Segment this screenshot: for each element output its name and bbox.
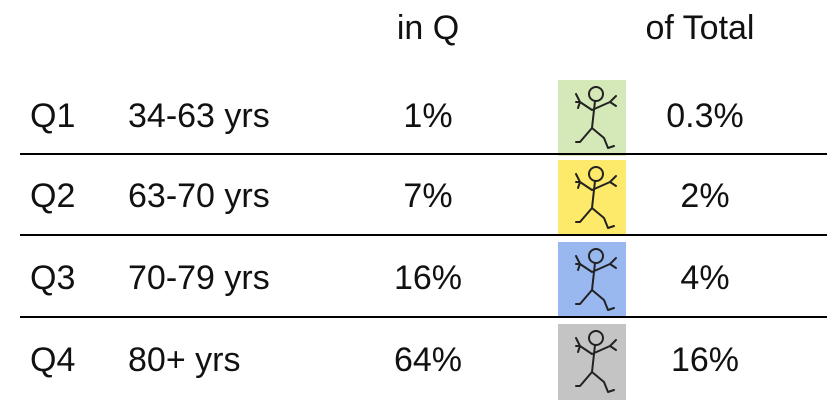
quartile: Q4 — [30, 341, 75, 379]
in-q-value: 64% — [394, 341, 462, 379]
in-q-value: 16% — [394, 259, 462, 297]
quartile: Q2 — [30, 177, 75, 215]
figure-body — [575, 337, 617, 393]
icon-background — [558, 242, 626, 318]
icon-background — [558, 160, 626, 236]
of-total-value: 2% — [680, 177, 729, 215]
age-range: 80+ yrs — [128, 341, 240, 379]
icon-background — [558, 80, 626, 156]
stick-figure-icon — [558, 80, 626, 156]
stick-figure-icon — [558, 324, 626, 400]
figure-body — [575, 255, 617, 311]
figure-body — [575, 93, 617, 149]
age-range: 70-79 yrs — [128, 259, 270, 297]
of-total-value: 0.3% — [666, 97, 744, 135]
of-total-value: 4% — [680, 259, 729, 297]
of-total-value: 16% — [671, 341, 739, 379]
quartile: Q3 — [30, 259, 75, 297]
age-range: 34-63 yrs — [128, 97, 270, 135]
icon-background — [558, 324, 626, 400]
figure-body — [575, 173, 617, 229]
header-in-q: in Q — [397, 9, 459, 47]
header-of-total: of Total — [645, 9, 754, 47]
age-range: 63-70 yrs — [128, 177, 270, 215]
in-q-value: 1% — [403, 97, 452, 135]
in-q-value: 7% — [403, 177, 452, 215]
stick-figure-icon — [558, 160, 626, 236]
quartile: Q1 — [30, 97, 75, 135]
stick-figure-icon — [558, 242, 626, 318]
